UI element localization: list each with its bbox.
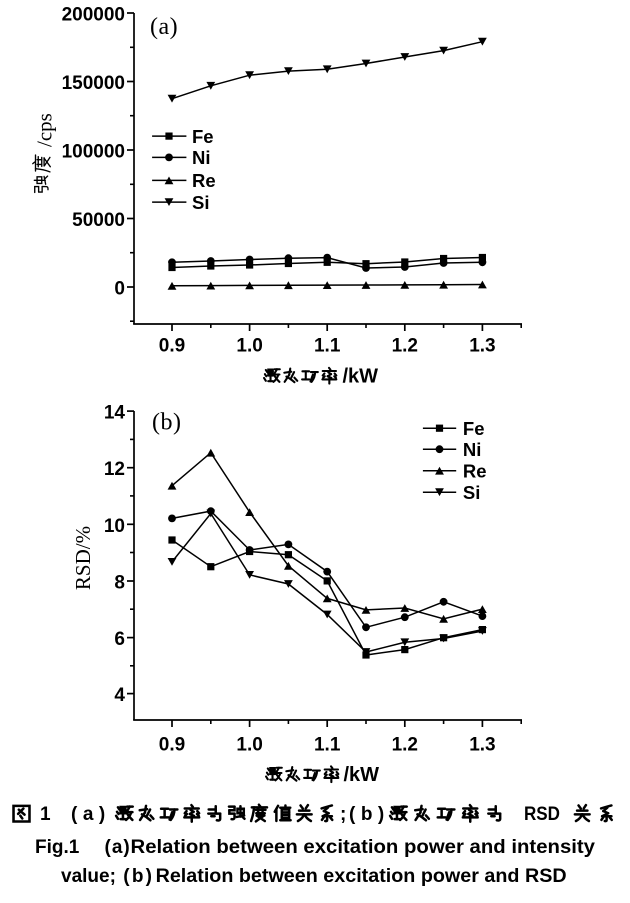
svg-text:1.2: 1.2 xyxy=(392,734,418,755)
svg-text:(a): (a) xyxy=(105,837,131,858)
svg-text:0.9: 0.9 xyxy=(159,335,185,356)
svg-text:100000: 100000 xyxy=(62,142,125,163)
svg-text:1.3: 1.3 xyxy=(469,335,495,356)
svg-text:4: 4 xyxy=(114,685,125,706)
svg-text:1.1: 1.1 xyxy=(314,734,341,755)
svg-text:8: 8 xyxy=(114,573,125,594)
svg-text:Re: Re xyxy=(192,170,216,191)
svg-text:1.1: 1.1 xyxy=(314,335,341,356)
svg-text:1.2: 1.2 xyxy=(392,335,418,356)
svg-text:Si: Si xyxy=(192,192,209,213)
svg-text:50000: 50000 xyxy=(72,210,125,231)
svg-text:0.9: 0.9 xyxy=(159,734,185,755)
svg-text:1.0: 1.0 xyxy=(236,734,262,755)
svg-text:RSD/%: RSD/% xyxy=(71,526,95,590)
svg-text:10: 10 xyxy=(104,516,125,537)
svg-text:(a): (a) xyxy=(150,14,178,40)
svg-text:Fe: Fe xyxy=(463,418,485,439)
svg-text:/kW: /kW xyxy=(343,366,379,388)
svg-text:1.3: 1.3 xyxy=(469,734,495,755)
svg-text:(a): (a) xyxy=(71,804,111,825)
svg-text:200000: 200000 xyxy=(62,5,125,26)
svg-text:Relation between excitation po: Relation between excitation power and in… xyxy=(131,837,596,858)
svg-text:0: 0 xyxy=(114,279,125,300)
svg-text:14: 14 xyxy=(104,403,126,424)
svg-text:1: 1 xyxy=(40,804,51,825)
svg-text:Ni: Ni xyxy=(463,439,482,460)
svg-text:/kW: /kW xyxy=(344,764,380,786)
svg-text:Si: Si xyxy=(463,482,480,503)
svg-text:Ni: Ni xyxy=(192,147,211,168)
svg-text:(b): (b) xyxy=(123,866,154,887)
svg-text:/cps: /cps xyxy=(33,113,57,147)
svg-text:RSD: RSD xyxy=(524,804,560,825)
svg-text:Relation between excitation po: Relation between excitation power and RS… xyxy=(156,866,567,887)
svg-text:6: 6 xyxy=(114,629,125,650)
svg-text:value;: value; xyxy=(61,866,116,887)
svg-text:Fe: Fe xyxy=(192,126,214,147)
svg-text:150000: 150000 xyxy=(62,73,125,94)
svg-text:12: 12 xyxy=(104,459,125,480)
svg-text:;: ; xyxy=(340,804,346,825)
svg-text:(b): (b) xyxy=(152,410,181,436)
svg-text:Re: Re xyxy=(463,461,487,482)
svg-text:Fig.1: Fig.1 xyxy=(35,837,80,858)
svg-text:1.0: 1.0 xyxy=(236,335,262,356)
svg-text:(b): (b) xyxy=(349,804,390,825)
